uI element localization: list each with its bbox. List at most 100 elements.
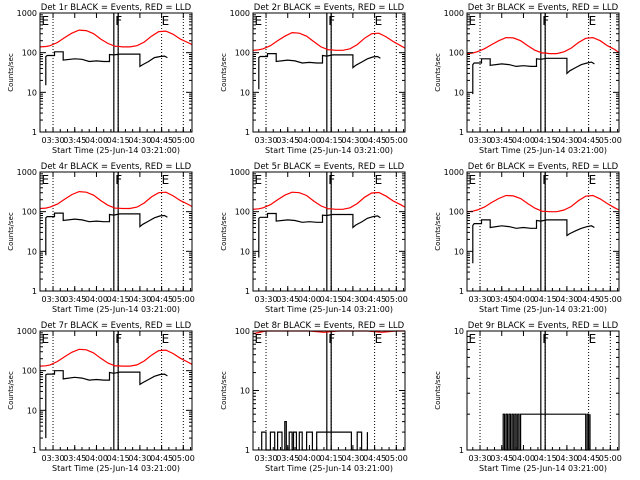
y-tick-label: 1000 — [230, 168, 250, 177]
event-marker-label: E — [41, 14, 49, 28]
x-tick-label: 04:30 — [128, 136, 151, 145]
chart-panel-7: 1 10 100 1000 03:3003:4504:0004:1504:3004:45… — [7, 321, 195, 473]
event-rate-line — [45, 370, 168, 439]
y-tick-label: 1 — [459, 287, 464, 296]
x-tick-label: 03:45 — [63, 295, 86, 304]
chart-title: Det 3r BLACK = Events, RED = LLD — [468, 3, 619, 13]
x-tick-label: 03:45 — [490, 136, 513, 145]
chart-panel-2: 1 10 100 1000 03:3003:4504:0004:1504:3004:45… — [220, 3, 408, 155]
x-tick-label: 04:00 — [512, 136, 535, 145]
chart-title: Det 7r BLACK = Events, RED = LLD — [41, 321, 192, 331]
x-tick-label: 04:00 — [298, 136, 321, 145]
x-tick-label: 03:30 — [468, 295, 491, 304]
lld-rate-line — [39, 190, 193, 210]
event-marker-label: F — [542, 14, 549, 28]
y-axis-label: Counts/sec — [220, 53, 228, 92]
plot-frame — [39, 330, 193, 451]
x-tick-label: 04:30 — [341, 295, 364, 304]
x-tick-label: 05:00 — [385, 454, 408, 463]
y-tick-label: 1 — [245, 128, 250, 137]
x-tick-label: 04:15 — [320, 454, 343, 463]
x-tick-label: 04:15 — [534, 136, 557, 145]
lld-rate-line — [466, 194, 620, 213]
y-tick-label: 10 — [454, 247, 464, 256]
event-rate-line — [258, 212, 381, 258]
x-tick-label: 05:00 — [385, 295, 408, 304]
y-tick-label: 100 — [235, 208, 250, 217]
event-marker-label: E — [162, 14, 170, 28]
event-marker-label: F — [115, 332, 122, 346]
y-tick-label: 1 — [245, 287, 250, 296]
lld-rate-line — [252, 31, 406, 51]
event-marker-label: E — [468, 173, 476, 187]
x-tick-label: 04:00 — [85, 454, 108, 463]
chart-title: Det 1r BLACK = Events, RED = LLD — [41, 3, 192, 13]
event-marker-label: E — [254, 332, 262, 346]
y-axis-label: Counts/sec — [434, 53, 442, 92]
y-axis-label: Counts/sec — [434, 371, 442, 410]
x-tick-label: 04:45 — [150, 454, 173, 463]
y-tick-label: 10 — [27, 247, 37, 256]
y-tick-label: 1000 — [444, 168, 464, 177]
y-tick-label: 100 — [235, 49, 250, 58]
y-axis-label: Counts/sec — [7, 53, 15, 92]
event-rate-line — [472, 219, 595, 264]
lld-rate-line — [466, 36, 620, 55]
x-axis-label: Start Time (25-Jun-14 03:21:00) — [479, 464, 607, 473]
x-tick-label: 05:00 — [172, 136, 195, 145]
chart-panel-4: 1 10 100 1000 03:3003:4504:0004:1504:3004:45… — [7, 162, 195, 314]
x-tick-label: 04:30 — [128, 454, 151, 463]
chart-panel-8: 1 10 100 03:3003:4504:0004:1504:3004:4505:0… — [220, 321, 408, 473]
event-rate-line — [472, 57, 595, 95]
x-tick-label: 05:00 — [172, 454, 195, 463]
x-tick-label: 03:45 — [276, 136, 299, 145]
chart-panel-6: 1 10 100 1000 03:3003:4504:0004:1504:3004:45… — [434, 162, 622, 314]
x-axis-label: Start Time (25-Jun-14 03:21:00) — [52, 464, 180, 473]
event-marker-label: E — [41, 332, 49, 346]
event-marker-label: F — [115, 173, 122, 187]
chart-title: Det 9r BLACK = Events, RED = LLD — [468, 321, 619, 331]
event-marker-label: E — [254, 173, 262, 187]
plot-frame — [39, 171, 193, 292]
x-tick-label: 05:00 — [599, 136, 622, 145]
event-marker-label: E — [468, 332, 476, 346]
x-tick-label: 04:00 — [85, 136, 108, 145]
x-tick-label: 03:30 — [41, 136, 64, 145]
y-tick-label: 100 — [235, 327, 250, 336]
chart-panel-1: 1 10 100 1000 03:3003:4504:0004:1504:3004:45… — [7, 3, 195, 155]
event-marker-label: E — [162, 332, 170, 346]
x-tick-label: 03:45 — [63, 136, 86, 145]
y-tick-label: 10 — [454, 88, 464, 97]
y-axis-label: Counts/sec — [220, 371, 228, 410]
event-marker-label: E — [589, 332, 597, 346]
x-tick-label: 04:15 — [107, 295, 130, 304]
x-tick-label: 03:30 — [468, 454, 491, 463]
event-marker-label: E — [375, 173, 383, 187]
x-tick-label: 05:00 — [172, 295, 195, 304]
x-axis-label: Start Time (25-Jun-14 03:21:00) — [265, 464, 393, 473]
y-tick-label: 10 — [27, 88, 37, 97]
plot-frame — [466, 330, 620, 451]
y-tick-label: 1 — [459, 128, 464, 137]
x-tick-label: 03:45 — [276, 295, 299, 304]
event-marker-label: E — [375, 14, 383, 28]
x-tick-label: 04:15 — [534, 454, 557, 463]
event-marker-label: F — [542, 332, 549, 346]
x-tick-label: 04:00 — [85, 295, 108, 304]
plot-frame — [252, 12, 406, 133]
plot-frame — [466, 171, 620, 292]
x-tick-label: 05:00 — [385, 136, 408, 145]
event-marker-label: F — [115, 14, 122, 28]
y-tick-label: 100 — [22, 208, 37, 217]
x-tick-label: 04:00 — [512, 295, 535, 304]
y-axis-label: Counts/sec — [7, 212, 15, 251]
x-tick-label: 03:45 — [276, 454, 299, 463]
event-marker-label: F — [328, 332, 335, 346]
x-axis-label: Start Time (25-Jun-14 03:21:00) — [265, 305, 393, 314]
x-tick-label: 03:30 — [254, 295, 277, 304]
x-tick-label: 03:30 — [41, 454, 64, 463]
x-axis-label: Start Time (25-Jun-14 03:21:00) — [52, 305, 180, 314]
y-tick-label: 100 — [22, 367, 37, 376]
y-tick-label: 1 — [459, 446, 464, 455]
